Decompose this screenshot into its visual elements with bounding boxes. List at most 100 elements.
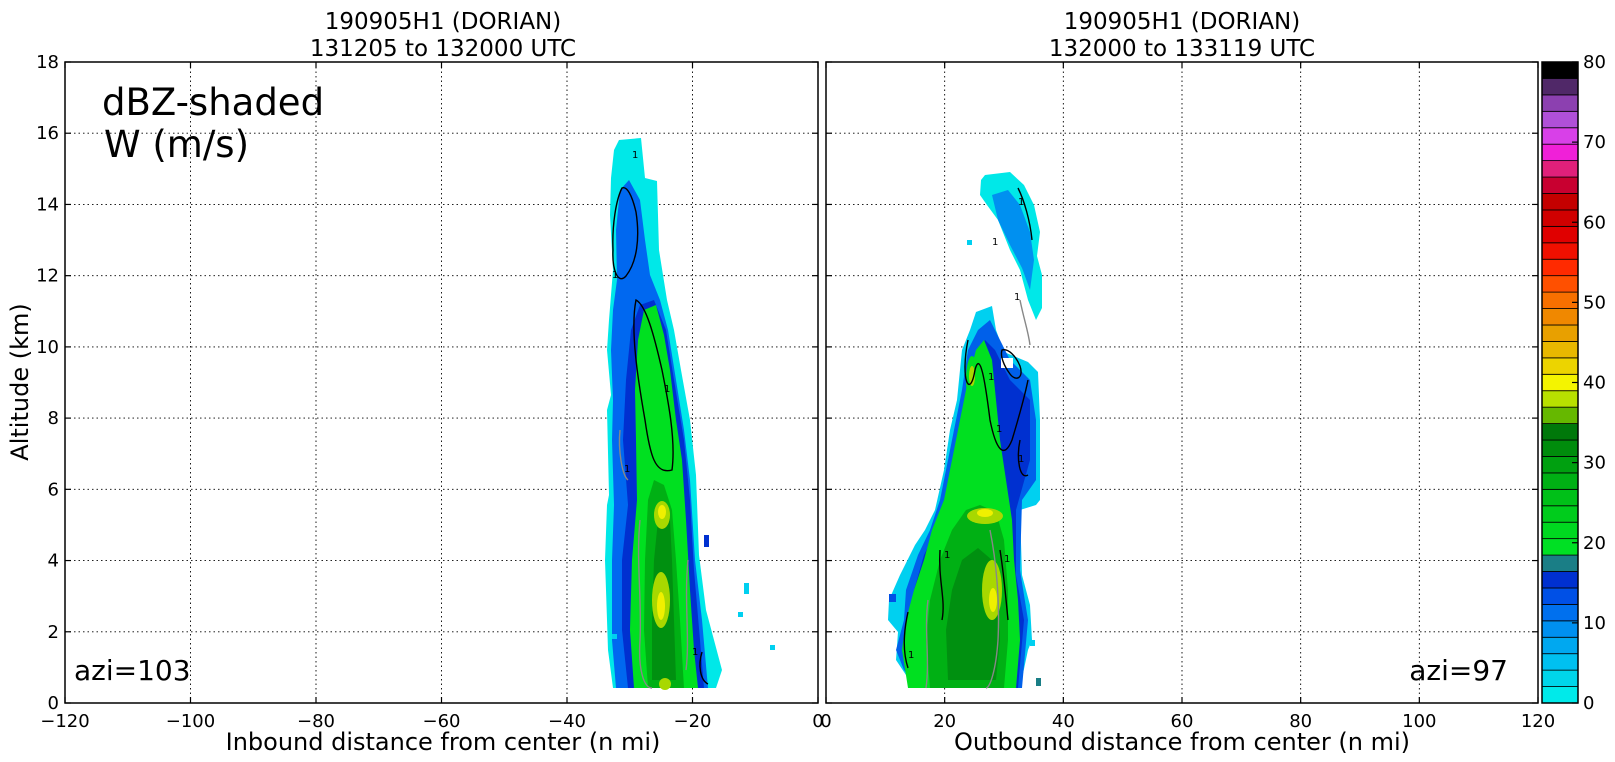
- p2-echo-gap: [1001, 358, 1013, 368]
- p1-core-yellowgreen-base: [659, 678, 671, 690]
- p1-contour-neg-3: [685, 559, 689, 671]
- p2-upper-yellowgreen-core: [969, 366, 975, 386]
- y-tick-label: 12: [36, 266, 59, 287]
- colorbar-swatch: [1541, 505, 1579, 523]
- panel2-title-line1: 190905H1 (DORIAN): [1064, 9, 1301, 35]
- p2-x-tick-label: 60: [1171, 711, 1194, 732]
- p2-contour-label-4: 1: [988, 372, 994, 383]
- p1-speckle-2: [738, 612, 743, 617]
- colorbar-tick-label: 40: [1583, 373, 1606, 394]
- colorbar-swatch: [1541, 686, 1579, 704]
- p2-contour-label-3: 1: [1014, 292, 1020, 303]
- p2-echo-upper-blue: [992, 190, 1034, 290]
- p2-contour-pos-right: [1017, 439, 1029, 477]
- p2-contour-pos-low-left: [903, 611, 909, 669]
- p2-x-tick-label: 80: [1289, 711, 1312, 732]
- colorbar-swatch: [1541, 110, 1579, 129]
- colorbar-swatch: [1541, 636, 1579, 655]
- colorbar-swatch: [1541, 193, 1579, 211]
- colorbar-swatch: [1541, 94, 1579, 112]
- colorbar-tick-label: 10: [1583, 613, 1606, 634]
- p1-x-tick-label: 0: [812, 711, 823, 732]
- colorbar-swatch: [1541, 209, 1579, 227]
- panel1-grid: [65, 62, 818, 703]
- colorbar-swatch: [1541, 406, 1579, 424]
- p2-contour-pos-upper-ring: [1000, 349, 1022, 379]
- colorbar-swatch: [1541, 472, 1579, 490]
- panel2-ticks: 0 20 40 60 80 100 120: [820, 61, 1555, 732]
- p2-x-tick-label: 20: [933, 711, 956, 732]
- p2-contour-pos-top: [1017, 187, 1033, 241]
- colorbar-swatch: [1541, 653, 1579, 671]
- colorbar-swatch: [1541, 521, 1579, 540]
- p1-contour-pos-upper: [612, 187, 639, 280]
- y-tick-label: 14: [36, 194, 59, 215]
- panel2-w-contours: 1 1 1 1 1 1 1 1 1: [903, 187, 1033, 689]
- panel1-title-line1: 190905H1 (DORIAN): [325, 9, 562, 35]
- p1-contour-label-1: 1: [632, 150, 638, 161]
- p2-contour-pos-main: [964, 339, 1029, 452]
- panel1-reflectivity-field: [605, 138, 775, 690]
- colorbar-tick-label: 50: [1583, 292, 1606, 313]
- colorbar-swatch: [1541, 341, 1579, 359]
- p1-contour-pos-low: [699, 651, 709, 685]
- p2-contour-label-5: 1: [996, 424, 1002, 435]
- colorbar-swatch: [1541, 61, 1579, 79]
- p2-speckle-4: [889, 594, 896, 602]
- p2-contour-label-8: 1: [1004, 554, 1010, 565]
- p2-contour-neg-1: [985, 529, 1000, 689]
- p2-speckle-1: [967, 240, 972, 245]
- p1-core-yellow-lower: [657, 592, 665, 620]
- colorbar-swatch: [1541, 390, 1579, 408]
- panel1-w-contours: 1 1 1 1 1: [612, 150, 709, 689]
- colorbar-swatch: [1541, 78, 1579, 96]
- colorbar-tick-label: 70: [1583, 132, 1606, 153]
- p1-core-yellow-upper: [658, 505, 666, 519]
- p1-contour-label-3: 1: [664, 384, 670, 395]
- p1-contour-neg-1: [618, 429, 629, 481]
- p2-contour-pos-low-mid: [938, 549, 944, 621]
- p2-contour-neg-3: [1019, 299, 1031, 346]
- p1-x-tick-label: −100: [166, 711, 215, 732]
- y-tick-label: 0: [48, 693, 59, 714]
- p1-contour-label-4: 1: [624, 464, 630, 475]
- p2-contour-label-7: 1: [944, 550, 950, 561]
- colorbar: 0 10 20 30 40 50 60 70 80: [1541, 52, 1606, 714]
- p2-contour-label-9: 1: [908, 650, 914, 661]
- y-tick-label: 8: [48, 408, 59, 429]
- colorbar-swatch: [1541, 571, 1579, 589]
- p1-contour-neg-2: [637, 519, 653, 689]
- p1-contour-label-5: 1: [692, 647, 698, 658]
- colorbar-swatch: [1541, 324, 1579, 342]
- y-tick-label: 2: [48, 622, 59, 643]
- colorbar-swatch: [1541, 160, 1579, 178]
- p2-contour-label-1: 1: [1018, 197, 1024, 208]
- colorbar-swatch: [1541, 308, 1579, 326]
- colorbar-swatch: [1541, 357, 1579, 375]
- colorbar-swatch: [1541, 456, 1579, 474]
- colorbar-swatch: [1541, 275, 1579, 293]
- y-tick-label: 18: [36, 52, 59, 73]
- p2-x-tick-label: 120: [1521, 711, 1555, 732]
- panel2-reflectivity-field: [888, 172, 1042, 688]
- y-axis-label: Altitude (km): [6, 303, 34, 460]
- colorbar-swatch: [1541, 488, 1579, 507]
- p1-speckle-5: [704, 535, 709, 547]
- colorbar-tick-label: 60: [1583, 212, 1606, 233]
- p1-speckle-3: [770, 645, 775, 650]
- p1-x-tick-label: −20: [674, 711, 712, 732]
- panel1-x-axis-label: Inbound distance from center (n mi): [226, 728, 661, 756]
- colorbar-swatch: [1541, 587, 1579, 605]
- p1-x-tick-label: −120: [40, 711, 89, 732]
- p2-x-tick-label: 0: [820, 711, 831, 732]
- colorbar-swatch: [1541, 538, 1579, 556]
- p2-x-tick-label: 40: [1052, 711, 1075, 732]
- p2-speckle-2: [1030, 640, 1035, 646]
- p2-contour-pos-low-right: [999, 549, 1009, 621]
- panel2-grid: [826, 62, 1538, 703]
- colorbar-swatch: [1541, 439, 1579, 457]
- annotation-line1: dBZ-shaded: [102, 81, 324, 124]
- p2-core-yellow-upper: [977, 509, 993, 517]
- colorbar-swatch: [1541, 225, 1579, 244]
